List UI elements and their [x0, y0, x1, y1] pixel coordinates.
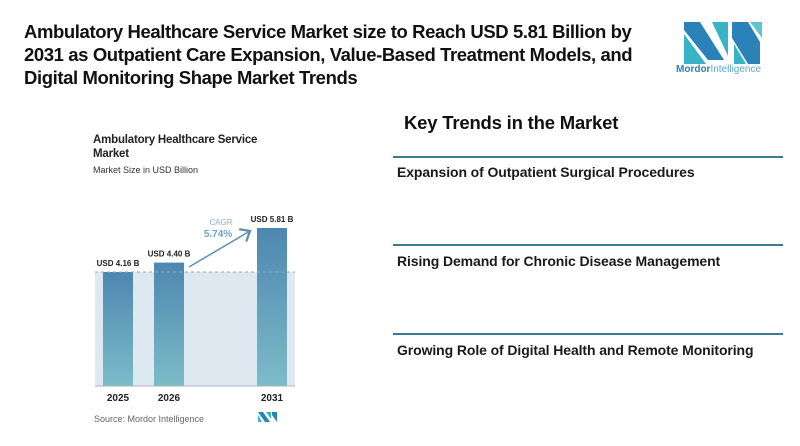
logo-wordmark: MordorIntelligence — [676, 64, 761, 75]
trend-item: Expansion of Outpatient Surgical Procedu… — [397, 164, 695, 180]
trends-title: Key Trends in the Market — [404, 112, 619, 133]
data-label: USD 4.16 B — [97, 259, 140, 268]
data-label: USD 4.40 B — [148, 250, 191, 259]
x-tick-label: 2031 — [261, 393, 284, 404]
cagr-value: 5.74% — [204, 229, 232, 240]
logo-brand-bold: Mordor — [676, 64, 711, 75]
cagr-label: CAGR — [209, 218, 232, 227]
trend-divider — [393, 333, 783, 335]
trend-item: Growing Role of Digital Health and Remot… — [397, 342, 754, 358]
x-tick-label: 2025 — [107, 393, 130, 404]
data-label: USD 5.81 B — [251, 215, 294, 224]
bar-2025 — [103, 272, 133, 386]
mordor-intelligence-logo-icon — [684, 22, 762, 64]
trend-item: Rising Demand for Chronic Disease Manage… — [397, 253, 721, 269]
logo-brand-light: Intelligence — [710, 64, 762, 75]
cagr-arrow — [188, 231, 250, 268]
chart-subtitle: Market Size in USD Billion — [93, 165, 199, 175]
bar-2031 — [257, 228, 287, 386]
chart-title: Ambulatory Healthcare Service Market — [93, 134, 258, 160]
chart-source: Source: Mordor Intelligence — [94, 414, 205, 424]
trend-divider — [393, 244, 783, 246]
source-logo-icon — [258, 412, 277, 422]
headline: Ambulatory Healthcare Service Market siz… — [24, 21, 633, 88]
bar-2026 — [154, 262, 184, 386]
x-tick-label: 2026 — [158, 393, 181, 404]
trend-divider — [393, 156, 783, 158]
